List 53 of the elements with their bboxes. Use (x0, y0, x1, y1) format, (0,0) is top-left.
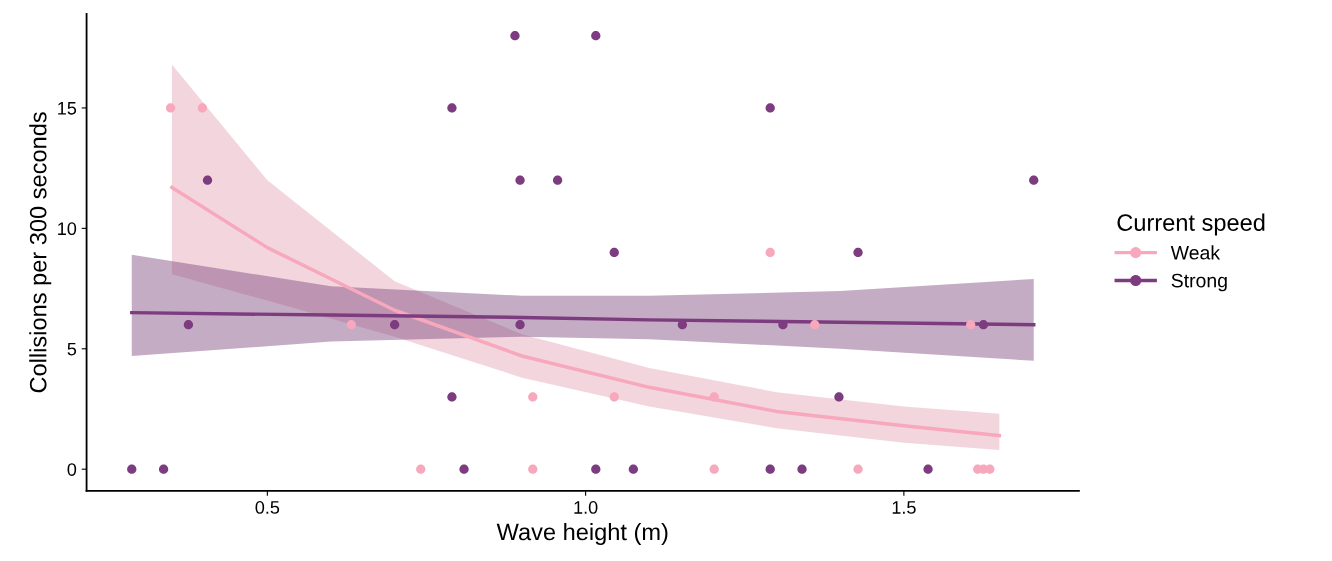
point (978, 320, 989, 330)
point (127, 464, 137, 474)
line-series (170, 185, 1002, 438)
point (966, 320, 976, 330)
y-tick-label: 15 (58, 102, 77, 115)
x-tick-label: 1.0 (574, 501, 598, 514)
legend-label: Strong (1171, 273, 1227, 292)
point (528, 392, 538, 402)
point (628, 464, 639, 474)
point (447, 392, 457, 402)
point (765, 103, 775, 113)
point (390, 320, 400, 330)
point (510, 31, 520, 41)
x-axis-title: Wave height (m) (496, 522, 668, 545)
point (765, 464, 775, 474)
point (709, 464, 719, 474)
point (158, 464, 169, 474)
point (709, 392, 719, 402)
y-tick-label: 10 (58, 222, 77, 236)
point (810, 320, 820, 330)
point (834, 392, 844, 402)
point (552, 175, 563, 185)
point (853, 464, 863, 474)
x-tick-label: 1.5 (892, 501, 916, 514)
point (165, 103, 176, 113)
y-tick-label: 0 (67, 463, 77, 476)
point (515, 320, 525, 330)
point (985, 464, 995, 474)
legend-title: Current speed (1117, 213, 1265, 236)
point (591, 464, 601, 474)
point (346, 320, 357, 330)
y-axis-title: Collisions per 300 seconds (29, 112, 52, 393)
point (853, 247, 863, 258)
point (515, 175, 525, 185)
point (528, 464, 538, 474)
line-series (130, 310, 1036, 327)
point (609, 392, 619, 402)
legend-label: Weak (1170, 245, 1221, 260)
point (183, 320, 194, 330)
point (447, 103, 457, 113)
point (459, 464, 469, 474)
point (923, 464, 933, 474)
point (677, 320, 688, 330)
y-tick-label: 5 (67, 342, 77, 356)
point (197, 103, 208, 113)
point (765, 247, 775, 258)
point (591, 31, 601, 41)
point (797, 464, 807, 474)
x-tick-label: 0.5 (255, 501, 280, 514)
point (609, 247, 619, 258)
point (416, 464, 426, 474)
point (1029, 175, 1039, 185)
point (202, 175, 213, 185)
